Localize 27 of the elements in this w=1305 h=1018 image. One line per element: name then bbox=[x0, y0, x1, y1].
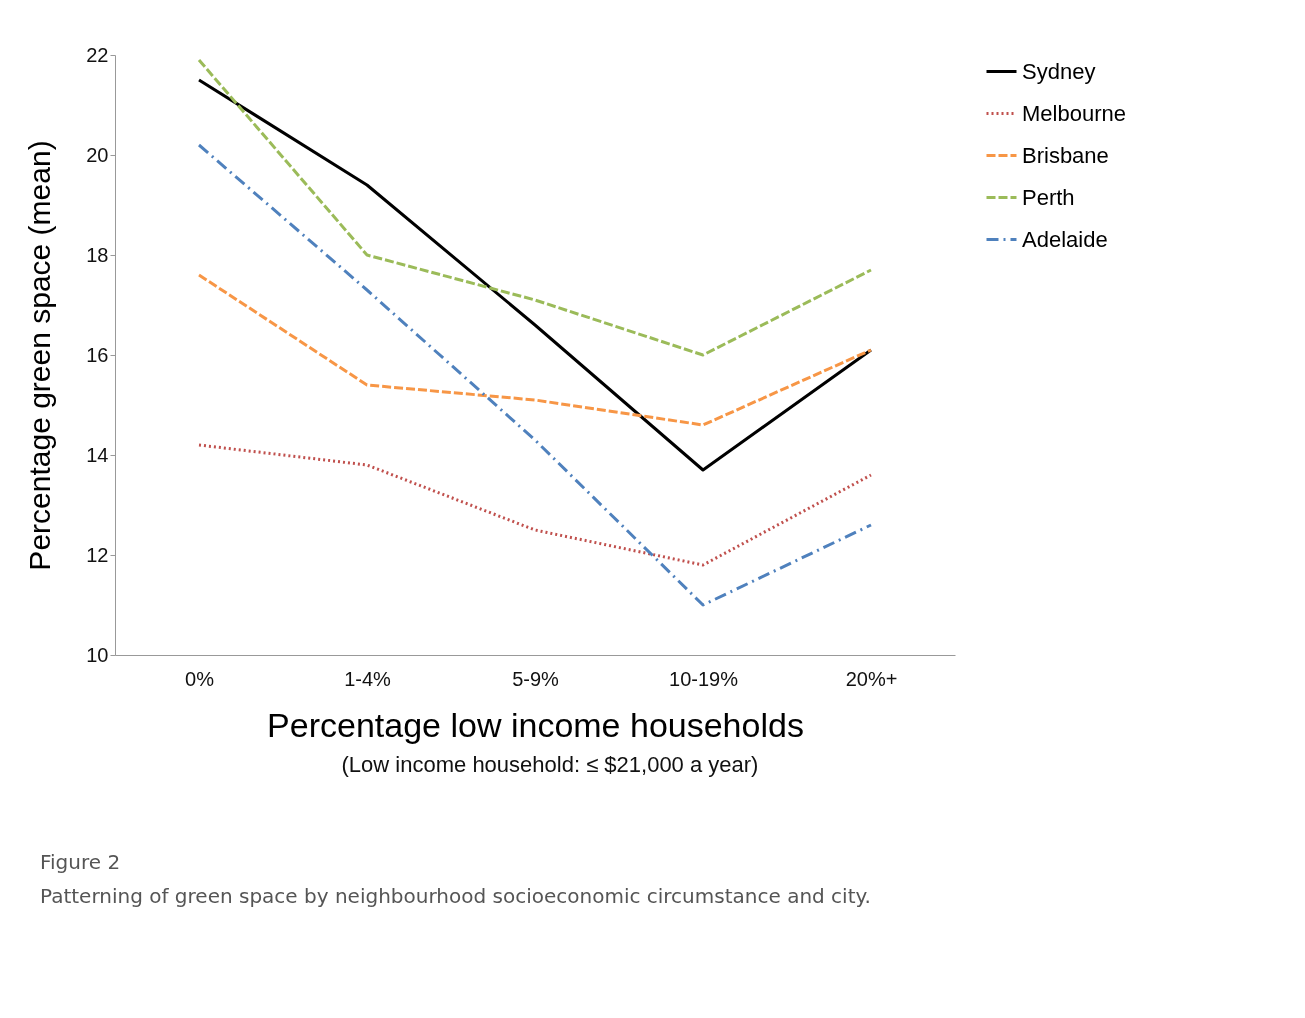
y-tick-label: 20 bbox=[86, 143, 109, 166]
y-tick-label: 16 bbox=[86, 343, 109, 366]
line-series bbox=[197, 58, 873, 357]
legend-label: Perth bbox=[1022, 184, 1075, 210]
legend-label: Melbourne bbox=[1022, 100, 1126, 126]
x-tick-label: 20%+ bbox=[845, 667, 898, 690]
legend-label: Sydney bbox=[1022, 58, 1096, 84]
line-series bbox=[197, 143, 873, 607]
y-axis-title: Percentage green space (mean) bbox=[23, 140, 57, 571]
y-tick-label: 12 bbox=[86, 543, 109, 566]
x-axis-title: Percentage low income households bbox=[267, 705, 804, 744]
x-tick-label: 1-4% bbox=[344, 667, 392, 690]
legend-label: Adelaide bbox=[1022, 226, 1108, 252]
legend-label: Brisbane bbox=[1022, 142, 1109, 168]
line-series bbox=[197, 273, 873, 427]
text: (Low income household: ≤ $21,000 a year) bbox=[340, 752, 760, 778]
y-tick-label: 10 bbox=[86, 643, 109, 666]
y-tick-label: 18 bbox=[86, 243, 109, 266]
line-series bbox=[197, 78, 873, 472]
x-tick-label: 5-9% bbox=[512, 667, 560, 690]
line-series bbox=[197, 443, 873, 567]
y-tick-label: 14 bbox=[86, 443, 109, 466]
text: Patterning of green space by neighbourhood socioeconomic circumstance and city. bbox=[40, 884, 871, 908]
x-tick-label: 10-19% bbox=[669, 667, 739, 690]
caption: Figure 2 bbox=[40, 850, 122, 874]
y-tick-label: 22 bbox=[86, 43, 109, 66]
x-tick-label: 0% bbox=[185, 667, 215, 690]
